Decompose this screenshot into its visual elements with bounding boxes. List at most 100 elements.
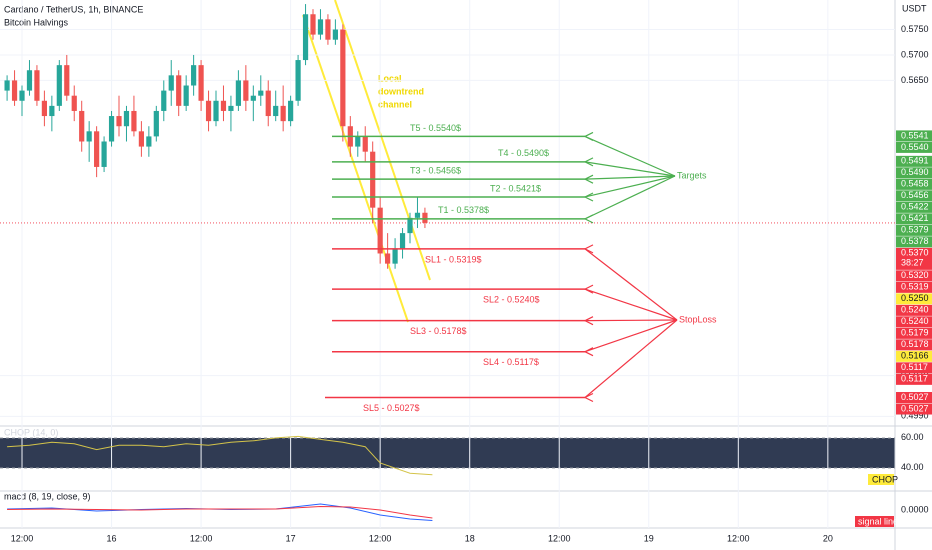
candle-body (26, 70, 33, 91)
candle-body (168, 75, 174, 91)
price-label-box (896, 362, 932, 374)
candle-body (213, 100, 219, 122)
price-label: 0.5027 (901, 403, 929, 413)
x-tick-label: 12:00 (727, 533, 750, 543)
target-label: T3 - 0.5456$ (410, 166, 461, 176)
price-label: 0.5117 (901, 362, 928, 372)
candle-body (385, 253, 391, 264)
price-label-box (896, 167, 932, 179)
candle-body (34, 70, 40, 101)
y-tick-label: 0.5700 (901, 49, 929, 59)
price-label: 0.5319 (901, 282, 929, 292)
candle-body (250, 95, 256, 101)
candle-body (101, 141, 107, 167)
x-tick-label: 18 (465, 533, 475, 543)
indicator: Bitcoin Halvings (4, 17, 69, 27)
price-label-box (896, 247, 932, 270)
price-label: 0.5178 (901, 339, 929, 349)
candle-body (422, 212, 428, 223)
candle-body (183, 85, 189, 106)
x-tick-label: 12:00 (190, 533, 213, 543)
x-tick-label: 16 (107, 533, 117, 543)
price-label-box (896, 190, 932, 202)
target-label: T4 - 0.5490$ (498, 148, 549, 158)
price-label: 0.5027 (901, 392, 929, 402)
price-label-box (896, 316, 932, 328)
target-arrow (584, 175, 676, 198)
price-label-box (896, 373, 932, 385)
stoploss-arrow (584, 319, 678, 353)
candle-body (49, 105, 55, 117)
price-label-box (896, 155, 932, 167)
candle-body (355, 136, 361, 147)
macd-title: macd (8, 19, close, 9) (4, 491, 91, 501)
candle-body (243, 80, 249, 101)
x-tick-label: 17 (286, 533, 296, 543)
candle-body (340, 29, 346, 127)
stoploss-arrow (584, 319, 678, 322)
candle-body (56, 65, 62, 106)
y-tick-label: 0.4990 (901, 411, 929, 421)
candle-body (108, 116, 115, 142)
candle-body (86, 131, 92, 142)
candle-body (362, 136, 368, 152)
candle-body (138, 131, 144, 147)
price-label: 0.5166 (901, 351, 929, 361)
candle-body (71, 95, 77, 111)
price-label-box (896, 339, 932, 351)
price-label: 0.5179 (901, 328, 929, 338)
price-label: 0.5240 (901, 316, 929, 326)
stoploss-arrow (584, 248, 678, 321)
x-tick-label: 12:00 (369, 533, 392, 543)
stoploss-label: SL3 - 0.5178$ (410, 326, 467, 336)
macd-badge-box (855, 516, 894, 527)
price-label: 0.5421 (901, 213, 929, 223)
price-label-box (896, 350, 932, 362)
price-label-box (896, 327, 932, 339)
price-label-box (896, 224, 932, 236)
macd-badge: signal line (858, 516, 898, 526)
channel-label: channel (378, 99, 412, 109)
price-label: 0.5378 (901, 236, 929, 246)
candle-body (153, 110, 159, 137)
candle-body (392, 248, 398, 264)
arrow-head (583, 316, 594, 326)
candle-body (116, 116, 122, 127)
candle-body (273, 105, 279, 117)
target-label: T1 - 0.5378$ (438, 205, 489, 215)
candle-body (94, 131, 100, 167)
candle-body (220, 100, 227, 111)
price-label-box (896, 281, 932, 293)
currency: USDT (902, 3, 927, 13)
stoploss-label: StopLoss (679, 314, 717, 324)
price-label-box (896, 293, 932, 305)
candle-body (79, 110, 85, 142)
chop-line (7, 435, 433, 476)
price-label: 0.5540 (901, 142, 929, 152)
price-label: 0.5490 (901, 167, 929, 177)
stoploss-label: SL2 - 0.5240$ (483, 294, 540, 304)
channel-line (302, 14, 409, 323)
price-label-box (896, 304, 932, 316)
arrow-head (583, 157, 594, 167)
x-tick-label: 12:00 (548, 533, 571, 543)
stoploss-label: SL5 - 0.5027$ (363, 403, 420, 413)
candle-body (131, 110, 137, 132)
price-label-box (896, 236, 932, 248)
candle-body (161, 90, 167, 111)
candle-body (19, 90, 25, 101)
candle-body (235, 80, 241, 106)
channel-label: downtrend (378, 86, 424, 96)
price-label-box (896, 392, 932, 404)
x-tick-label: 12:00 (11, 533, 34, 543)
candle-body (258, 90, 264, 96)
candle-body (41, 100, 47, 117)
candle-body (288, 100, 294, 122)
stoploss-label: SL4 - 0.5117$ (483, 357, 539, 367)
price-label-box (896, 403, 932, 415)
price-label: 0.5491 (901, 156, 929, 166)
macd-tick-label: 0.0000 (901, 504, 929, 514)
chop-tick-label: 60.00 (901, 432, 924, 442)
symbol: Cardano / TetherUS, 1h, BINANCE (4, 4, 143, 14)
